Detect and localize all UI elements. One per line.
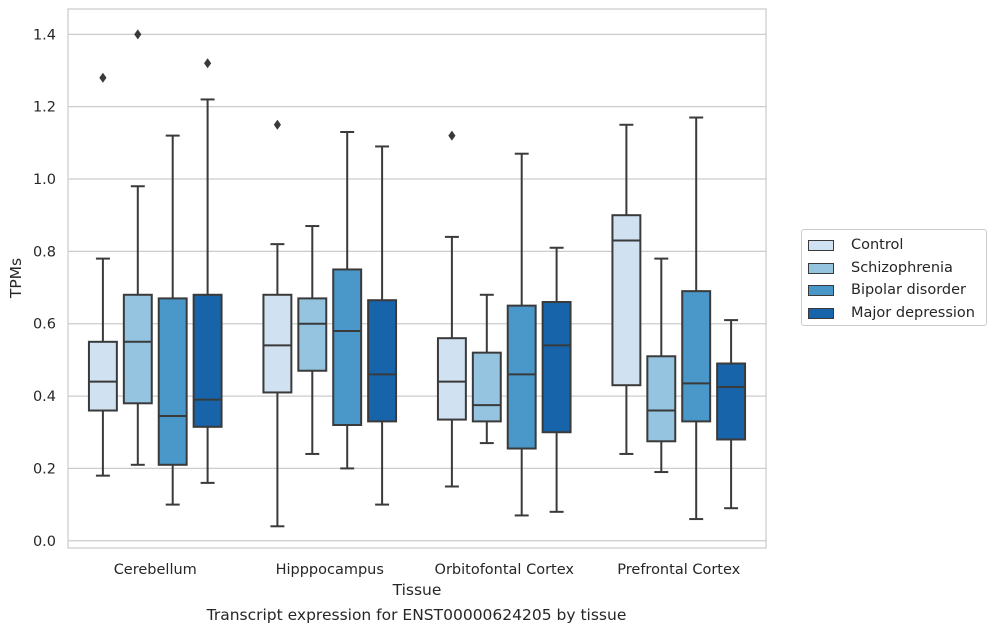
- box-1-0: [122, 29, 153, 466]
- outlier-point: [204, 58, 212, 69]
- box-iqr: [157, 297, 188, 466]
- box-3-2: [541, 246, 572, 513]
- legend-label: Bipolar disorder: [851, 282, 966, 298]
- box-1-1: [297, 225, 328, 455]
- x-tick-label: Hipppocampus: [276, 562, 384, 578]
- y-tick-label: 0.4: [33, 389, 56, 405]
- box-iqr: [192, 293, 223, 428]
- box-series: [87, 29, 747, 528]
- outlier-point: [273, 119, 281, 130]
- box-0-3: [611, 123, 642, 455]
- y-tick-label: 0.6: [33, 317, 56, 333]
- figure-caption: Transcript expression for ENST0000062420…: [206, 606, 627, 624]
- box-1-2: [471, 293, 502, 445]
- box-3-1: [367, 145, 398, 506]
- legend-label: Schizophrenia: [851, 260, 953, 276]
- y-tick-label: 1.2: [33, 100, 56, 116]
- box-iqr: [332, 268, 363, 427]
- outlier-point: [448, 130, 456, 141]
- box-iqr: [681, 290, 712, 423]
- box-iqr: [646, 355, 677, 443]
- box-iqr: [611, 214, 642, 387]
- box-iqr: [436, 337, 467, 421]
- legend-label: Major depression: [851, 305, 975, 321]
- box-iqr: [506, 304, 537, 450]
- legend-item-control: Control: [808, 235, 903, 255]
- outlier-point: [134, 29, 142, 40]
- plot-frame: [67, 8, 767, 549]
- legend-swatch-bipolar-disorder: [808, 284, 834, 296]
- legend-item-schizophrenia: Schizophrenia: [808, 258, 953, 278]
- box-2-0: [157, 134, 188, 506]
- legend: Control Schizophrenia Bipolar disorder M…: [801, 229, 987, 326]
- box-0-2: [436, 130, 467, 488]
- box-3-0: [192, 58, 223, 484]
- y-tick-label: 0.2: [33, 461, 56, 477]
- box-0-0: [87, 72, 118, 477]
- box-iqr: [122, 293, 153, 405]
- box-iqr: [87, 340, 118, 412]
- legend-swatch-schizophrenia: [808, 262, 834, 274]
- legend-item-bipolar-disorder: Bipolar disorder: [808, 280, 966, 300]
- box-iqr: [367, 299, 398, 423]
- box-3-3: [716, 319, 747, 510]
- legend-swatch-control: [808, 239, 834, 251]
- box-iqr: [471, 351, 502, 423]
- x-tick-labels: Cerebellum Hipppocampus Orbitofontal Corte…: [114, 562, 741, 578]
- legend-label: Control: [851, 237, 904, 253]
- legend-swatch-major-depression: [808, 307, 834, 319]
- y-tick-label: 0.8: [33, 244, 56, 260]
- x-tick-label: Prefrontal Cortex: [617, 562, 740, 578]
- x-axis-label: Tissue: [392, 581, 442, 599]
- legend-item-major-depression: Major depression: [808, 303, 975, 323]
- box-0-1: [262, 119, 293, 528]
- box-2-2: [506, 152, 537, 517]
- box-2-3: [681, 116, 712, 521]
- y-tick-label: 0.0: [33, 534, 56, 550]
- box-2-1: [332, 130, 363, 470]
- y-tick-labels: 0.0 0.2 0.4 0.6 0.8 1.0 1.2 1.4: [33, 27, 56, 549]
- y-tick-label: 1.4: [33, 27, 56, 43]
- box-iqr: [262, 293, 293, 394]
- x-tick-label: Orbitofontal Cortex: [435, 562, 575, 578]
- y-axis-label: TPMs: [7, 258, 25, 299]
- box-iqr: [541, 301, 572, 434]
- box-iqr: [297, 297, 328, 372]
- box-iqr: [716, 362, 747, 441]
- y-tick-label: 1.0: [33, 172, 56, 188]
- box-1-3: [646, 257, 677, 474]
- x-tick-label: Cerebellum: [114, 562, 197, 578]
- outlier-point: [99, 72, 107, 83]
